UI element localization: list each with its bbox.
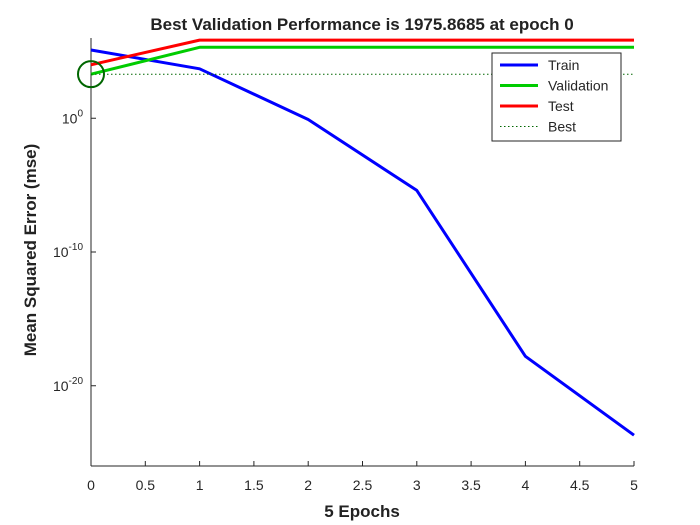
- legend-label-test: Test: [548, 98, 574, 114]
- x-tick-label: 4: [522, 477, 530, 493]
- best-point-marker: [77, 60, 105, 89]
- x-tick-label: 1: [196, 477, 204, 493]
- x-tick-label: 5: [630, 477, 638, 493]
- x-tick-label: 0.5: [136, 477, 156, 493]
- legend-label-train: Train: [548, 57, 579, 73]
- legend-label-validation: Validation: [548, 78, 608, 94]
- legend: Train Validation Test Best: [491, 52, 622, 142]
- x-tick-label: 2.5: [353, 477, 373, 493]
- legend-label-best: Best: [548, 119, 576, 135]
- x-tick-label: 1.5: [244, 477, 264, 493]
- x-tick-label: 3.5: [461, 477, 481, 493]
- y-tick-label: 100: [62, 108, 84, 126]
- x-axis-label: 5 Epochs: [324, 502, 400, 521]
- x-tick-label: 4.5: [570, 477, 590, 493]
- series-lines: [90, 38, 635, 437]
- x-tick-label: 2: [304, 477, 312, 493]
- chart-title: Best Validation Performance is 1975.8685…: [150, 15, 573, 34]
- series-line-validation: [90, 45, 634, 76]
- x-tick-label: 0: [87, 477, 95, 493]
- y-tick-label: 10-10: [53, 242, 83, 260]
- series-line-train: [90, 48, 635, 437]
- x-tick-label: 3: [413, 477, 421, 493]
- y-axis-label: Mean Squared Error (mse): [21, 144, 40, 357]
- best-marker-layer: [77, 60, 105, 89]
- y-tick-label: 10-20: [53, 376, 83, 394]
- series-line-test: [90, 38, 634, 67]
